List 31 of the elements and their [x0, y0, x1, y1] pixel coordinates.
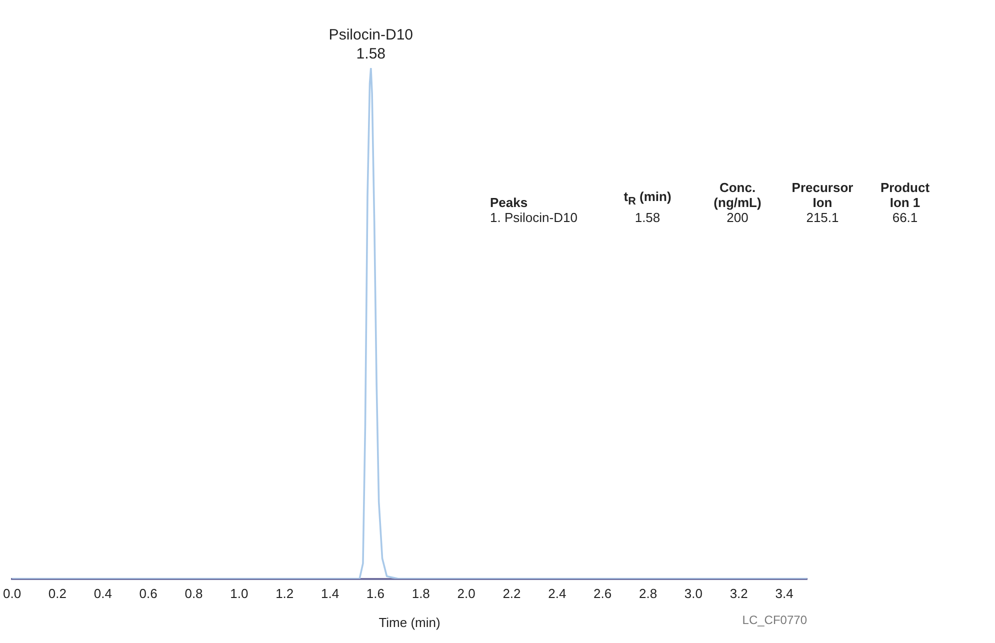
- x-tick-label: 2.0: [457, 586, 476, 602]
- x-tick-label: 2.2: [502, 586, 521, 602]
- x-tick-label: 1.8: [412, 586, 430, 602]
- x-tick-label: 3.2: [730, 586, 748, 602]
- annotation: 1. Psilocin-D10: [490, 210, 578, 225]
- x-tick-label: 1.4: [320, 586, 340, 602]
- annotation: Precursor Ion: [790, 180, 854, 210]
- x-tick-label: 0.8: [184, 586, 203, 602]
- text: LC_CF0770: [742, 613, 807, 627]
- x-tick-label: 3.4: [775, 586, 794, 602]
- annotation: 215.1: [805, 210, 840, 225]
- x-tick-label: 3.0: [684, 586, 702, 602]
- x-tick-label: 0.2: [48, 586, 66, 602]
- annotation: 200: [726, 210, 750, 225]
- x-tick-label: 0.4: [94, 586, 112, 602]
- annotation: Psilocin-D10 1.58: [328, 26, 414, 63]
- x-tick-label: 2.4: [548, 586, 566, 602]
- text: 66.1: [891, 210, 919, 225]
- x-tick-label: 1.0: [230, 586, 248, 602]
- annotation: Conc. (ng/mL): [712, 180, 762, 210]
- annotation: 1.58: [634, 210, 662, 225]
- x-tick-label: 1.2: [276, 586, 294, 602]
- text: Product Ion 1: [879, 180, 931, 210]
- annotation: t$_{R}$ (min): [622, 189, 672, 210]
- x-tick-label: 0.0: [2, 586, 22, 602]
- x-tick-label: 0.6: [139, 586, 158, 602]
- annotation: Peaks: [490, 195, 529, 210]
- x-tick-label: 1.6: [366, 586, 384, 602]
- x-tick-label: 2.8: [638, 586, 658, 602]
- x-tick-label: 2.6: [594, 586, 612, 602]
- x-axis-title: Time (min): [378, 614, 440, 630]
